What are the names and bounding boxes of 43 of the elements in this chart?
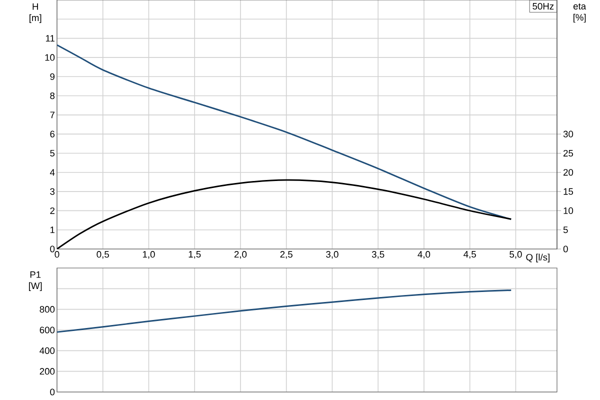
y-tick-label: 800 xyxy=(40,306,55,313)
x-tick-label: 2,5 xyxy=(280,251,292,259)
y-tick-label: 5 xyxy=(50,150,55,156)
x-tick-label: 1,5 xyxy=(188,251,201,259)
y-tick-label: 400 xyxy=(40,347,55,354)
y-tick-label: 10 xyxy=(45,54,55,61)
annotation: 50Hz xyxy=(532,2,554,10)
y-tick-label: 2 xyxy=(50,207,54,214)
y2-tick-label: 0 xyxy=(563,246,568,252)
y-tick-label: 0 xyxy=(50,388,55,396)
y2-axis-title: eta [%] xyxy=(573,3,586,23)
y-tick-label: 9 xyxy=(50,73,55,80)
x-tick-label: 4,0 xyxy=(418,251,430,259)
line-series xyxy=(57,179,512,249)
x-axis-title: Q [l/s] xyxy=(526,254,550,262)
x-tick-label: 2,0 xyxy=(234,251,247,259)
y-tick-label: 11 xyxy=(46,35,54,42)
y-tick-label: 4 xyxy=(50,169,55,176)
y-tick-label: 7 xyxy=(50,112,54,118)
y2-tick-label: 25 xyxy=(564,150,574,157)
y2-tick-label: 15 xyxy=(564,188,574,195)
y-tick-label: 600 xyxy=(40,326,55,334)
y2-tick-label: 30 xyxy=(563,130,574,138)
line-series xyxy=(57,44,512,220)
line-series xyxy=(57,289,512,333)
y2-tick-label: 10 xyxy=(564,207,574,214)
y2-tick-label: 5 xyxy=(563,226,568,234)
y-tick-label: 8 xyxy=(50,92,55,100)
y-tick-label: 1 xyxy=(50,226,54,234)
y-tick-label: 200 xyxy=(40,368,55,375)
x-tick-label: 1,0 xyxy=(142,251,155,259)
x-tick-label: 3,5 xyxy=(372,251,384,259)
y-tick-label: 0 xyxy=(50,246,55,252)
x-tick-label: 4,5 xyxy=(464,251,476,259)
y-axis-title: H [m] xyxy=(30,3,42,23)
x-tick-label: 0,5 xyxy=(96,251,109,259)
x-tick-label: 5,0 xyxy=(510,251,522,259)
x-tick-label: 0 xyxy=(54,251,60,258)
x-tick-label: 3,0 xyxy=(326,251,338,259)
y-axis-title: P1 [W] xyxy=(29,271,42,291)
y-tick-label: 6 xyxy=(50,130,55,138)
y-tick-label: 3 xyxy=(50,188,55,195)
y2-tick-label: 20 xyxy=(564,169,574,176)
